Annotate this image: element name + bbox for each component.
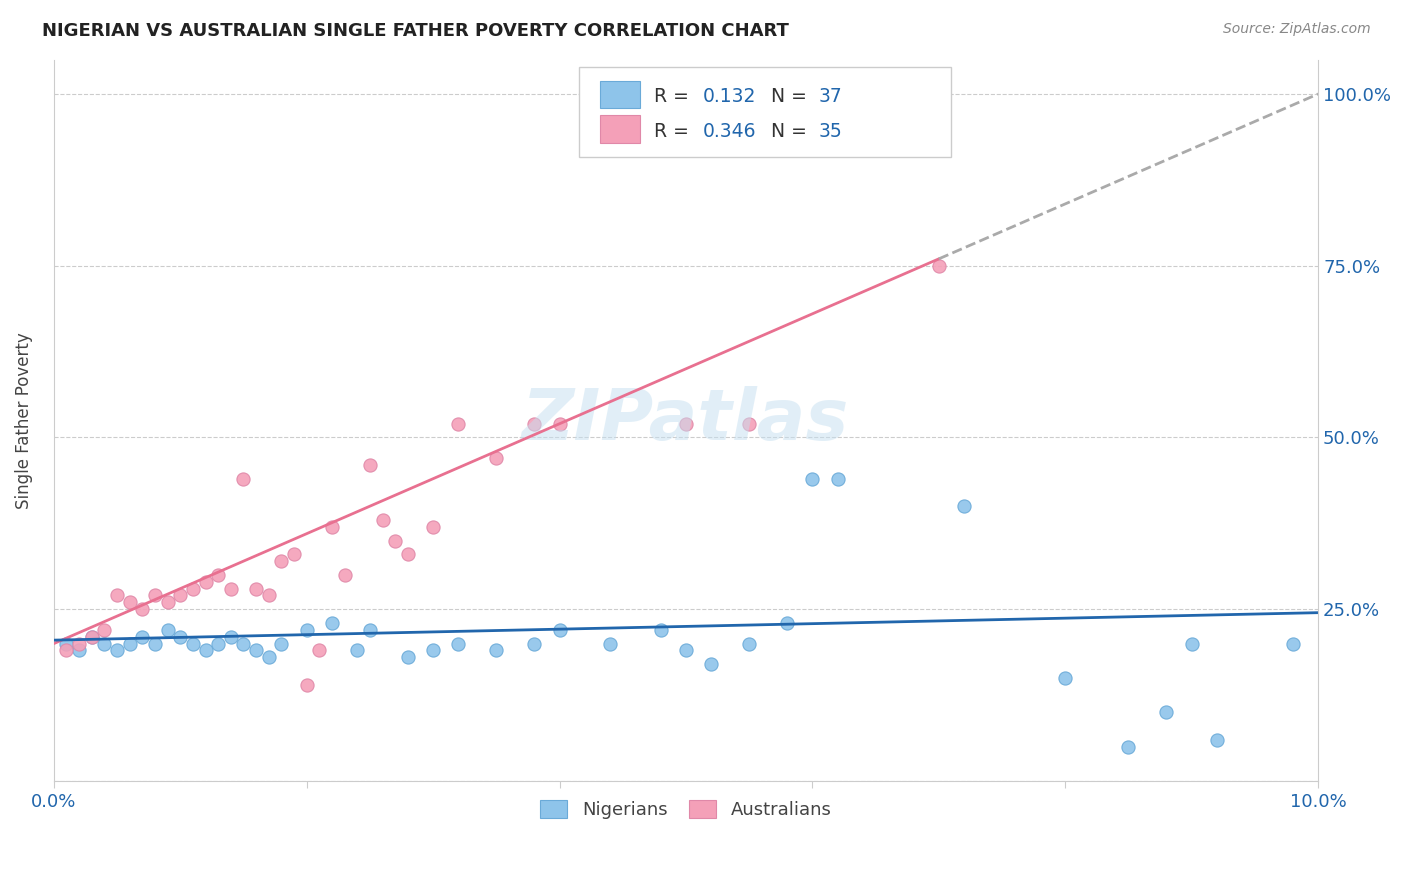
Point [384, 533, 406, 548]
Point [295, 623, 318, 637]
Point [169, 630, 191, 644]
FancyBboxPatch shape [578, 67, 952, 157]
Text: N =: N = [770, 87, 813, 106]
Point [359, 623, 381, 637]
Point [953, 499, 976, 513]
Point [80, 630, 103, 644]
Text: R =: R = [654, 87, 695, 106]
Point [207, 567, 229, 582]
Text: R =: R = [654, 121, 695, 141]
Point [143, 589, 166, 603]
Point [143, 637, 166, 651]
Point [1054, 671, 1077, 685]
Point [80, 630, 103, 644]
Point [194, 574, 217, 589]
Point [321, 615, 343, 630]
Point [801, 472, 824, 486]
Point [67, 643, 90, 657]
Point [371, 513, 394, 527]
Point [447, 417, 470, 431]
Point [295, 678, 318, 692]
Text: 0.346: 0.346 [703, 121, 756, 141]
Point [131, 630, 153, 644]
Point [346, 643, 368, 657]
Text: ZIPatlas: ZIPatlas [522, 386, 849, 455]
Point [485, 643, 508, 657]
Point [396, 547, 419, 561]
Point [548, 623, 571, 637]
Bar [600, 115, 641, 143]
Point [270, 554, 292, 568]
Point [548, 417, 571, 431]
Point [93, 637, 115, 651]
Point [447, 637, 470, 651]
Point [599, 637, 621, 651]
Text: Source: ZipAtlas.com: Source: ZipAtlas.com [1223, 22, 1371, 37]
Text: NIGERIAN VS AUSTRALIAN SINGLE FATHER POVERTY CORRELATION CHART: NIGERIAN VS AUSTRALIAN SINGLE FATHER POV… [42, 22, 789, 40]
Point [283, 547, 305, 561]
Point [232, 472, 254, 486]
Bar [600, 80, 641, 108]
Text: 0.132: 0.132 [703, 87, 756, 106]
Point [650, 623, 672, 637]
Point [827, 472, 849, 486]
Point [257, 589, 280, 603]
Point [928, 259, 950, 273]
Point [156, 595, 179, 609]
Point [1181, 637, 1204, 651]
Point [118, 595, 141, 609]
Point [308, 643, 330, 657]
Point [55, 643, 77, 657]
Point [181, 582, 204, 596]
Point [169, 589, 191, 603]
Point [67, 637, 90, 651]
Point [675, 643, 697, 657]
Point [422, 520, 444, 534]
Point [105, 589, 128, 603]
Legend: Nigerians, Australians: Nigerians, Australians [533, 792, 839, 826]
Point [1206, 732, 1229, 747]
Point [270, 637, 292, 651]
Point [131, 602, 153, 616]
Point [194, 643, 217, 657]
Point [422, 643, 444, 657]
Point [219, 582, 242, 596]
Point [1156, 706, 1178, 720]
Point [245, 643, 267, 657]
Point [359, 458, 381, 472]
Point [118, 637, 141, 651]
Point [1118, 739, 1140, 754]
Point [523, 417, 546, 431]
Point [396, 650, 419, 665]
Point [105, 643, 128, 657]
Y-axis label: Single Father Poverty: Single Father Poverty [15, 332, 32, 508]
Point [219, 630, 242, 644]
Point [1282, 637, 1305, 651]
Point [700, 657, 723, 672]
Point [207, 637, 229, 651]
Point [245, 582, 267, 596]
Point [181, 637, 204, 651]
Point [333, 567, 356, 582]
Point [776, 615, 799, 630]
Point [485, 451, 508, 466]
Point [156, 623, 179, 637]
Point [523, 637, 546, 651]
Point [321, 520, 343, 534]
Text: 35: 35 [818, 121, 842, 141]
Point [93, 623, 115, 637]
Point [257, 650, 280, 665]
Point [55, 637, 77, 651]
Point [738, 637, 761, 651]
Point [738, 417, 761, 431]
Text: N =: N = [770, 121, 813, 141]
Point [232, 637, 254, 651]
Point [675, 417, 697, 431]
Text: 37: 37 [818, 87, 842, 106]
